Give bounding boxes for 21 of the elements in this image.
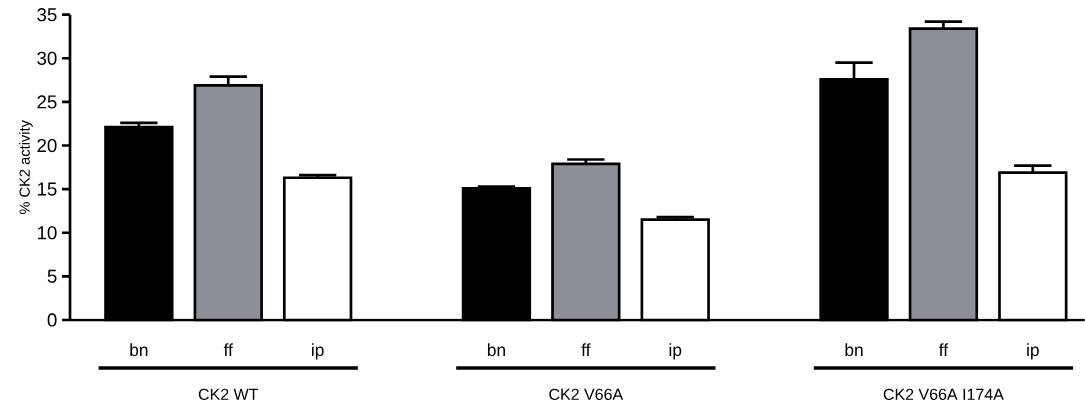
y-tick-label: 10 — [37, 226, 57, 240]
y-tick-label: 30 — [37, 51, 57, 65]
x-tick-label: ff — [581, 343, 591, 356]
x-tick-label: bn — [130, 343, 148, 357]
x-tick-label: ff — [939, 343, 949, 356]
x-tick-label: ip — [1027, 343, 1039, 360]
y-tick-label: 0 — [47, 313, 57, 327]
text: CK2 WT — [198, 388, 259, 401]
y-tick-label: 35 — [37, 8, 57, 22]
x-tick-label: bn — [845, 343, 863, 357]
x-tick-label: ip — [312, 343, 324, 360]
y-tick-label: 25 — [37, 95, 57, 109]
text: CK2 V66A I174A — [883, 388, 1004, 401]
x-tick-label: ff — [223, 343, 233, 356]
y-tick-label: 5 — [47, 269, 57, 283]
y-axis-title: % CK2 activity — [19, 120, 33, 215]
x-tick-label: bn — [487, 343, 505, 357]
y-tick-label: 15 — [37, 182, 57, 196]
text: CK2 V66A — [549, 388, 624, 401]
y-tick-label: 20 — [37, 138, 57, 153]
x-tick-label: ip — [669, 343, 682, 360]
